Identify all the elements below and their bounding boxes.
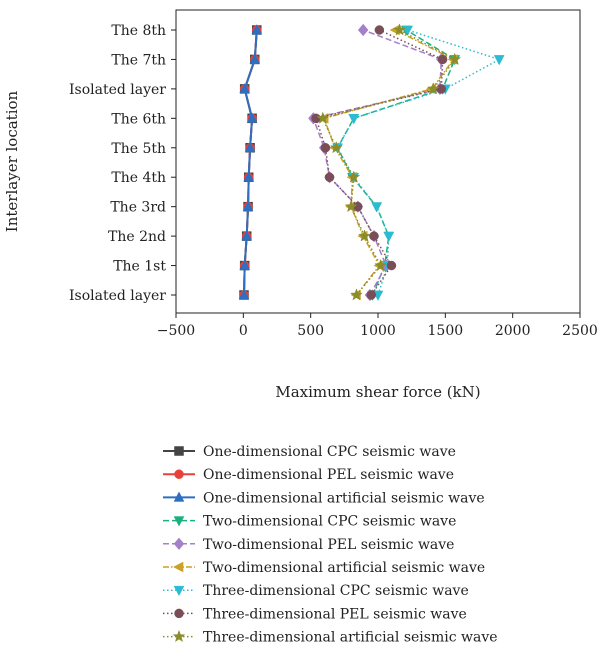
legend-marker (172, 629, 186, 643)
series-6 (318, 24, 458, 301)
legend-marker (173, 561, 184, 573)
series-1 (239, 25, 262, 300)
series-9 (316, 23, 462, 301)
legend-label: One-dimensional PEL seismic wave (203, 467, 454, 483)
legend-label: Three-dimensional PEL seismic wave (203, 606, 467, 622)
x-tick-label: 2000 (495, 323, 531, 339)
series-3 (238, 24, 263, 300)
y-tick-label: The 1st (113, 259, 166, 275)
legend-label: Three-dimensional CPC seismic wave (203, 583, 469, 599)
data-point (349, 288, 363, 301)
data-point (329, 140, 343, 154)
data-point (238, 289, 250, 300)
data-point (320, 143, 331, 153)
data-point (242, 200, 254, 211)
legend-item: Two-dimensional artificial seismic wave (163, 560, 485, 576)
data-point (316, 111, 330, 124)
x-tick-label: 1000 (360, 323, 396, 339)
x-tick-label: 1500 (428, 323, 464, 339)
x-axis-title: Maximum shear force (kN) (275, 383, 480, 401)
data-point (239, 259, 251, 270)
legend: One-dimensional CPC seismic wave One-dime… (163, 444, 498, 646)
legend-label: One-dimensional artificial seismic wave (203, 490, 485, 506)
legend-label: One-dimensional CPC seismic wave (203, 444, 456, 460)
data-point (249, 53, 261, 64)
data-point (374, 25, 385, 35)
data-point (426, 82, 440, 95)
y-tick-label: The 4th (111, 170, 166, 186)
legend-item: Three-dimensional artificial seismic wav… (163, 630, 498, 646)
data-point (366, 290, 377, 300)
y-tick-label: The 5th (111, 141, 166, 157)
x-tick-label: 0 (239, 323, 248, 339)
x-tick-label: 2500 (562, 323, 598, 339)
legend-marker (174, 469, 184, 479)
legend-marker (174, 446, 184, 456)
legend-item: One-dimensional artificial seismic wave (163, 490, 485, 506)
data-point (374, 258, 388, 272)
legend-marker (173, 516, 185, 527)
data-point (324, 172, 335, 182)
legend-item: Three-dimensional PEL seismic wave (163, 606, 467, 622)
x-tick-label: 500 (297, 323, 324, 339)
data-point (241, 230, 253, 241)
data-point (448, 52, 462, 65)
legend-label: Two-dimensional artificial seismic wave (203, 560, 485, 576)
data-point (493, 55, 505, 66)
y-tick-label: Isolated layer (69, 288, 166, 304)
data-point (358, 229, 372, 242)
data-point (393, 23, 407, 36)
legend-marker (173, 491, 185, 502)
data-point (244, 141, 256, 153)
y-axis-ticks: Isolated layer The 1st The 2nd The 3rd The 4… (69, 23, 176, 304)
data-point (369, 231, 379, 241)
y-tick-label: The 6th (111, 111, 166, 127)
series-line (323, 29, 455, 296)
data-point (371, 202, 383, 213)
data-point (357, 23, 369, 37)
series-7 (332, 25, 505, 301)
series-line (243, 29, 258, 296)
series-line (336, 29, 502, 296)
y-tick-label: The 7th (111, 52, 166, 68)
legend-marker (174, 608, 184, 619)
legend-item: Three-dimensional CPC seismic wave (163, 583, 469, 599)
y-tick-label: Isolated layer (69, 82, 166, 98)
data-point (347, 170, 361, 183)
legend-label: Three-dimensional artificial seismic wav… (203, 630, 498, 646)
legend-label: Two-dimensional CPC seismic wave (203, 514, 456, 530)
series-8 (311, 25, 448, 300)
series-line (315, 29, 444, 296)
y-axis-title: Interlayer location (3, 90, 21, 232)
legend-label: Two-dimensional PEL seismic wave (203, 537, 454, 553)
data-point (436, 84, 447, 94)
series-line (312, 29, 443, 296)
legend-item: Two-dimensional PEL seismic wave (163, 537, 454, 553)
series-2 (239, 25, 262, 300)
legend-item: Two-dimensional CPC seismic wave (163, 514, 456, 530)
data-point (243, 171, 255, 182)
data-point (246, 112, 258, 123)
data-point (437, 54, 448, 65)
x-tick-label: −500 (157, 323, 195, 339)
data-point (344, 199, 358, 213)
legend-marker (173, 585, 185, 597)
x-axis-ticks: −500 0 500 1000 1500 2000 2500 (157, 313, 598, 339)
y-tick-label: The 8th (111, 23, 166, 39)
y-tick-label: The 3rd (110, 200, 166, 216)
legend-item: One-dimensional CPC seismic wave (163, 444, 456, 460)
data-point (383, 231, 395, 243)
data-point (239, 82, 251, 94)
series-line (321, 29, 456, 296)
series-layer (238, 23, 505, 302)
data-point (386, 260, 397, 271)
data-point (348, 114, 360, 125)
legend-marker (173, 537, 185, 551)
data-point (251, 24, 263, 35)
series-line (336, 29, 456, 296)
legend-item: One-dimensional PEL seismic wave (163, 467, 454, 483)
y-tick-label: The 2nd (108, 229, 166, 245)
